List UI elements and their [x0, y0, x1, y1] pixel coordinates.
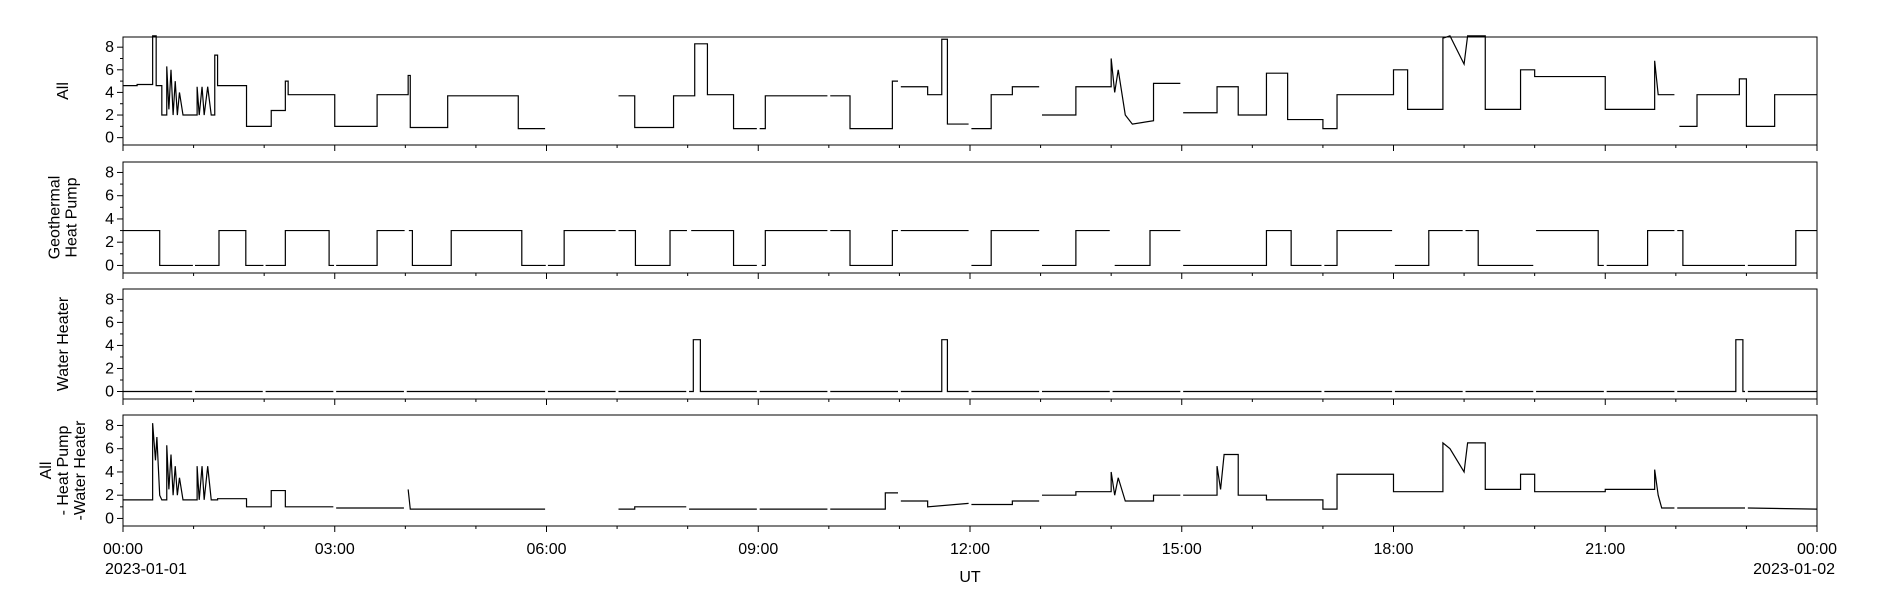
y-tick-label: 6 [105, 188, 114, 205]
x-tick-label: 06:00 [526, 541, 566, 558]
y-tick-label: 8 [105, 291, 114, 308]
x-axis-label: UT [959, 569, 981, 586]
x-date-label: 2023-01-02 [1753, 561, 1835, 578]
y-tick-label: 4 [105, 337, 114, 354]
x-tick-label: 03:00 [315, 541, 355, 558]
y-tick-label: 0 [105, 130, 114, 147]
x-tick-label: 18:00 [1373, 541, 1413, 558]
y-axis-label: All [55, 82, 72, 100]
data-line [123, 423, 1818, 510]
y-tick-label: 4 [105, 84, 114, 101]
panel-frame [122, 288, 1818, 400]
panel-frame [122, 36, 1818, 146]
y-axis-label: All [38, 462, 55, 480]
y-tick-label: 2 [105, 360, 114, 377]
y-tick-label: 6 [105, 441, 114, 458]
y-axis-label: Geothermal [47, 176, 64, 260]
x-tick-label: 15:00 [1162, 541, 1202, 558]
y-tick-label: 6 [105, 314, 114, 331]
data-line [123, 339, 1817, 393]
y-tick-label: 2 [105, 107, 114, 124]
y-tick-label: 4 [105, 211, 114, 228]
y-tick-label: 0 [105, 257, 114, 274]
data-line [123, 229, 1817, 267]
y-axis-label: - Heat Pump [55, 425, 72, 515]
y-tick-label: 0 [105, 384, 114, 401]
y-tick-label: 8 [105, 164, 114, 181]
y-axis-label: Heat Pump [64, 177, 81, 257]
y-tick-label: 4 [105, 464, 114, 481]
data-line [123, 35, 1817, 130]
x-tick-label: 12:00 [950, 541, 990, 558]
y-axis-label: -Water Heater [72, 420, 89, 521]
x-tick-label: 09:00 [738, 541, 778, 558]
y-tick-label: 6 [105, 62, 114, 79]
x-date-label: 2023-01-01 [105, 561, 187, 578]
x-tick-label: 21:00 [1585, 541, 1625, 558]
y-tick-label: 2 [105, 234, 114, 251]
y-tick-label: 0 [105, 510, 114, 527]
x-tick-label: 00:00 [103, 541, 143, 558]
y-tick-label: 8 [105, 417, 114, 434]
panel-frame [122, 414, 1818, 527]
y-axis-label: Water Heater [55, 296, 72, 391]
y-tick-label: 8 [105, 39, 114, 56]
y-tick-label: 2 [105, 487, 114, 504]
x-tick-label: 00:00 [1797, 541, 1837, 558]
